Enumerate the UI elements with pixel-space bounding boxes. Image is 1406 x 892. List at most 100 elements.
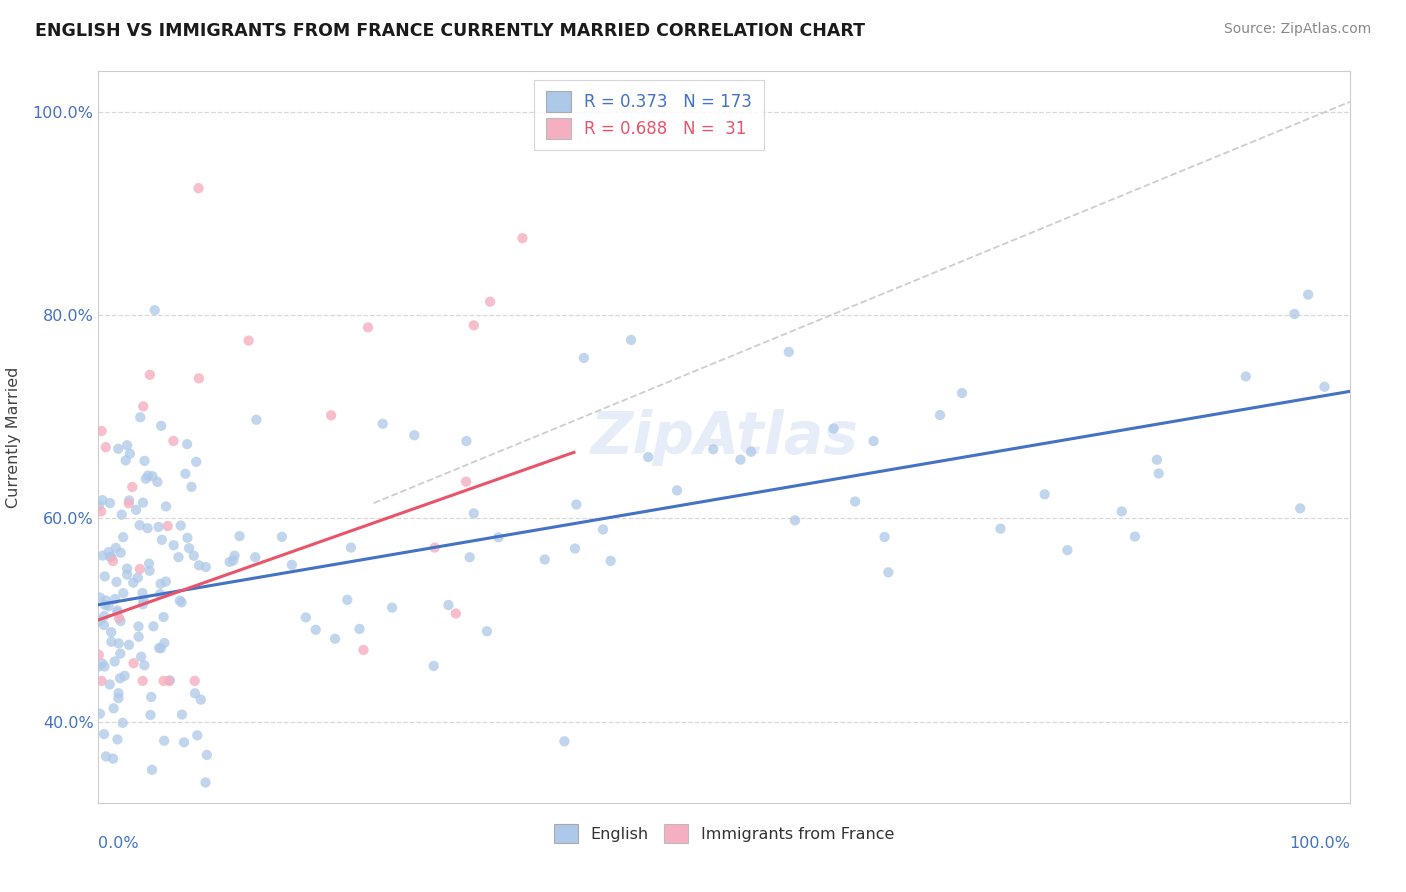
Point — [187, 181, 209, 195]
Point — [565, 498, 588, 512]
Point — [138, 557, 160, 571]
Point — [134, 454, 156, 468]
Point — [929, 408, 952, 422]
Point — [107, 442, 129, 456]
Point — [132, 593, 155, 607]
Point — [90, 673, 112, 688]
Point — [114, 453, 136, 467]
Point — [128, 518, 150, 533]
Point — [107, 686, 129, 700]
Point — [89, 706, 111, 721]
Point — [100, 550, 122, 565]
Point — [136, 468, 159, 483]
Point — [990, 522, 1012, 536]
Point — [1284, 307, 1306, 321]
Point — [162, 434, 184, 448]
Point — [271, 530, 294, 544]
Point — [371, 417, 394, 431]
Point — [152, 610, 174, 624]
Point — [89, 591, 111, 605]
Text: 100.0%: 100.0% — [1289, 836, 1350, 851]
Point — [87, 659, 110, 673]
Point — [176, 531, 198, 545]
Point — [129, 649, 152, 664]
Point — [245, 413, 267, 427]
Point — [190, 692, 212, 706]
Point — [104, 541, 127, 555]
Point — [149, 587, 172, 601]
Point — [1296, 287, 1319, 301]
Point — [125, 503, 148, 517]
Text: ENGLISH VS IMMIGRANTS FROM FRANCE CURRENTLY MARRIED CORRELATION CHART: ENGLISH VS IMMIGRANTS FROM FRANCE CURREN… — [35, 22, 865, 40]
Point — [404, 428, 426, 442]
Point — [533, 552, 555, 566]
Point — [118, 447, 141, 461]
Point — [349, 622, 371, 636]
Point — [170, 518, 193, 533]
Point — [176, 437, 198, 451]
Point — [218, 555, 240, 569]
Point — [112, 586, 135, 600]
Point — [90, 504, 112, 518]
Point — [553, 734, 575, 748]
Point — [194, 775, 217, 789]
Point — [149, 641, 172, 656]
Point — [153, 636, 176, 650]
Point — [1234, 369, 1257, 384]
Point — [188, 558, 211, 573]
Point — [100, 634, 122, 648]
Point — [456, 475, 478, 489]
Point — [1313, 380, 1336, 394]
Point — [463, 507, 485, 521]
Point — [97, 545, 120, 559]
Point — [91, 657, 114, 671]
Point — [340, 541, 363, 555]
Point — [138, 564, 160, 578]
Point — [1289, 501, 1312, 516]
Point — [783, 513, 806, 527]
Point — [479, 294, 502, 309]
Point — [148, 520, 170, 534]
Point — [93, 659, 115, 673]
Point — [305, 623, 328, 637]
Point — [463, 318, 485, 333]
Point — [152, 673, 174, 688]
Point — [122, 657, 145, 671]
Point — [101, 554, 124, 568]
Point — [353, 643, 375, 657]
Point — [150, 418, 173, 433]
Point — [194, 560, 217, 574]
Point — [114, 669, 136, 683]
Point — [620, 333, 643, 347]
Point — [107, 732, 129, 747]
Point — [115, 438, 138, 452]
Point — [486, 530, 509, 544]
Point — [139, 708, 162, 723]
Point — [357, 320, 380, 334]
Point — [112, 530, 135, 544]
Point — [422, 659, 444, 673]
Point — [155, 574, 177, 589]
Point — [141, 763, 163, 777]
Point — [169, 593, 191, 607]
Point — [862, 434, 884, 448]
Point — [295, 610, 318, 624]
Point — [108, 611, 131, 625]
Point — [157, 673, 180, 688]
Point — [437, 598, 460, 612]
Point — [101, 751, 124, 765]
Point — [1111, 504, 1133, 518]
Text: Source: ZipAtlas.com: Source: ZipAtlas.com — [1223, 22, 1371, 37]
Point — [132, 597, 155, 611]
Point — [458, 550, 481, 565]
Point — [167, 550, 190, 565]
Point — [141, 690, 163, 704]
Point — [170, 707, 193, 722]
Point — [115, 567, 138, 582]
Point — [110, 647, 132, 661]
Point — [107, 604, 129, 618]
Point — [319, 409, 342, 423]
Point — [159, 673, 181, 688]
Point — [87, 499, 110, 513]
Point — [150, 533, 173, 547]
